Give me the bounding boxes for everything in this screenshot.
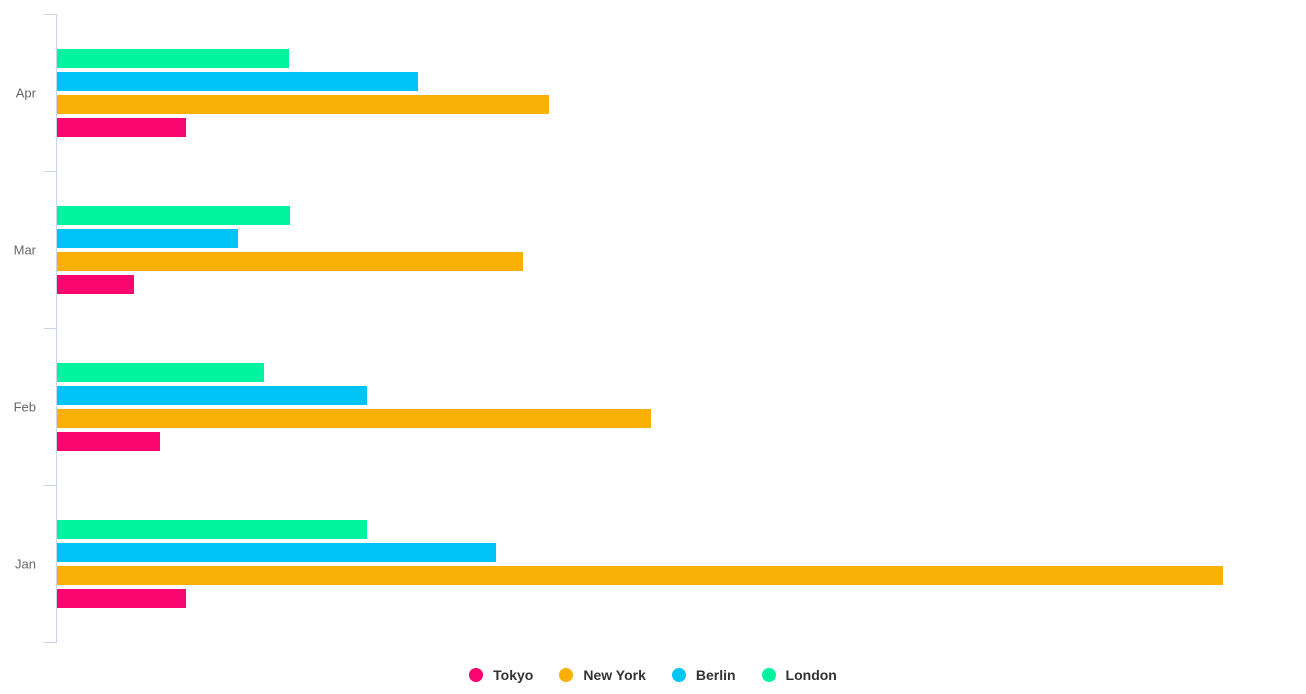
bar-london-jan[interactable] (57, 520, 367, 540)
bar-london-mar[interactable] (57, 205, 291, 225)
category-label-mar: Mar (13, 242, 36, 258)
bar-tokyo-jan[interactable] (57, 589, 186, 609)
bar-berlin-jan[interactable] (57, 543, 496, 563)
legend-label: New York (583, 667, 646, 683)
bar-new-york-apr[interactable] (57, 94, 550, 114)
bar-new-york-mar[interactable] (57, 251, 524, 271)
legend-marker-circle-icon (761, 668, 776, 682)
bar-berlin-mar[interactable] (57, 228, 239, 248)
plot-area (44, 14, 1297, 643)
bar-london-apr[interactable] (57, 48, 289, 68)
category-label-jan: Jan (15, 556, 36, 572)
bar-berlin-apr[interactable] (57, 71, 418, 91)
legend-marker-circle-icon (469, 668, 484, 682)
legend-item-tokyo[interactable]: Tokyo (469, 667, 533, 683)
bar-new-york-jan[interactable] (57, 566, 1223, 586)
legend-label: Tokyo (493, 667, 534, 683)
axis-tick (44, 171, 56, 172)
bar-group-apr (57, 14, 1297, 171)
bar-tokyo-apr[interactable] (57, 117, 186, 137)
category-label-feb: Feb (13, 399, 36, 415)
legend-marker-circle-icon (671, 668, 686, 682)
bar-berlin-feb[interactable] (57, 386, 367, 406)
legend-label: London (785, 667, 837, 683)
category-label-apr: Apr (15, 85, 36, 101)
bar-group-jan (57, 486, 1297, 643)
bar-new-york-feb[interactable] (57, 409, 651, 429)
bar-tokyo-feb[interactable] (57, 432, 160, 452)
bar-group-mar (57, 171, 1297, 328)
axis-tick (44, 642, 56, 643)
legend: Tokyo New York Berlin London (0, 660, 1306, 690)
legend-item-berlin[interactable]: Berlin (671, 667, 736, 683)
legend-item-london[interactable]: London (761, 667, 837, 683)
axis-tick (44, 485, 56, 486)
bar-group-feb (57, 329, 1297, 486)
axis-tick (44, 14, 56, 15)
category-axis: Apr Mar Feb Jan (0, 14, 36, 643)
axis-tick (44, 328, 56, 329)
bar-london-feb[interactable] (57, 363, 265, 383)
legend-marker-circle-icon (559, 668, 574, 682)
bar-tokyo-mar[interactable] (57, 274, 134, 294)
legend-label: Berlin (695, 667, 736, 683)
legend-item-new-york[interactable]: New York (559, 667, 646, 683)
